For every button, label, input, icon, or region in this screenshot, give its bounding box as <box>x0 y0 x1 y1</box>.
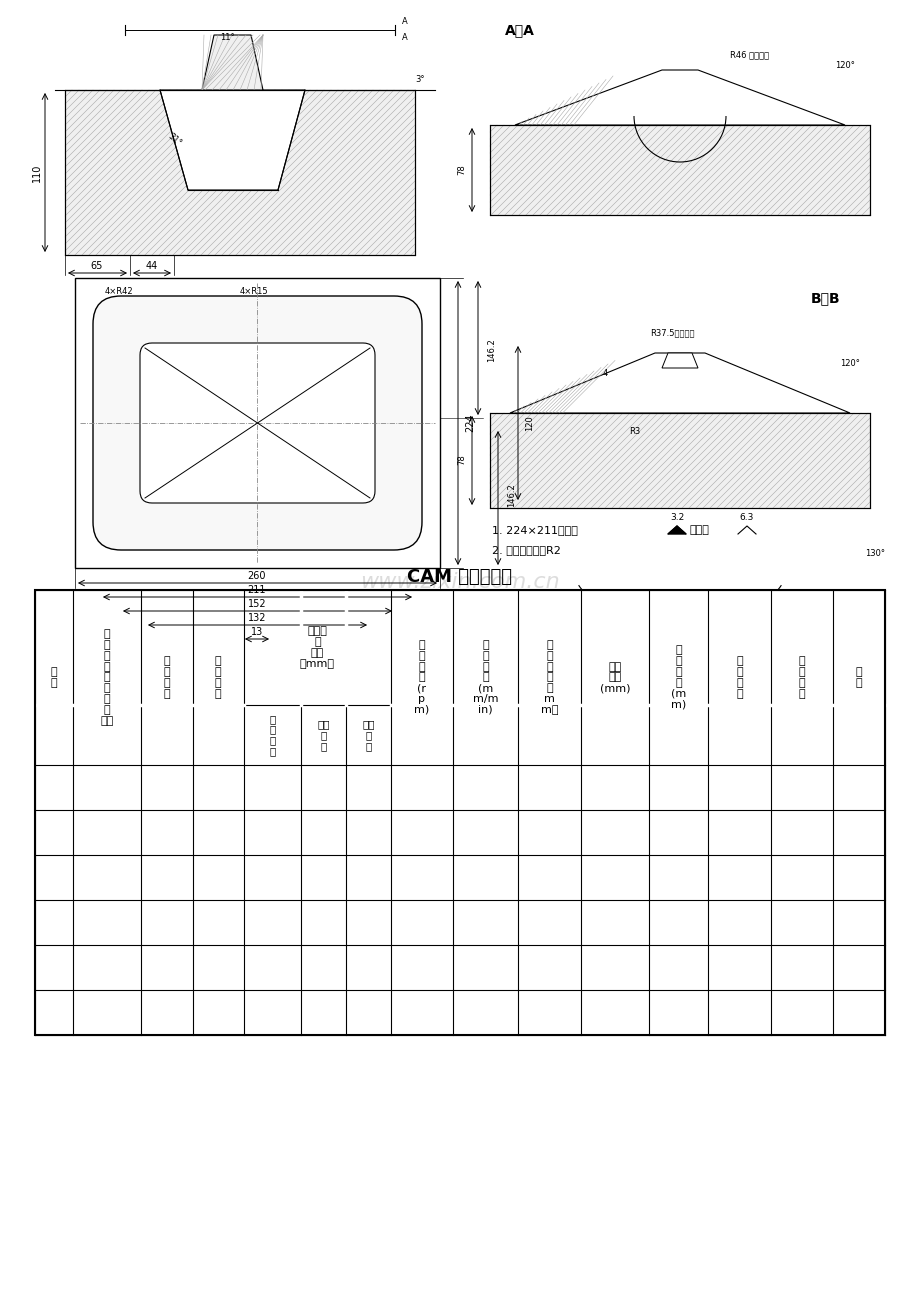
Text: 120°: 120° <box>834 60 854 69</box>
Polygon shape <box>160 90 305 190</box>
Polygon shape <box>202 35 263 90</box>
Polygon shape <box>662 353 698 368</box>
Bar <box>490 125 869 215</box>
Bar <box>65 90 414 255</box>
Text: 切
削
深
度
（
m
m）: 切 削 深 度 （ m m） <box>540 641 558 715</box>
Text: R46 橬圆轮廓: R46 橬圆轮廓 <box>729 51 768 60</box>
Text: 刀
具
直
径: 刀 具 直 径 <box>269 713 276 756</box>
Bar <box>35 590 884 1035</box>
Text: 补
偿
方
式: 补 偿 方 式 <box>798 656 805 699</box>
Text: 3°: 3° <box>414 76 425 85</box>
Text: 加
工
余
量
(m
m): 加 工 余 量 (m m) <box>670 646 686 710</box>
Text: 序
号: 序 号 <box>51 667 57 687</box>
Text: 刀
具
材
料: 刀 具 材 料 <box>215 656 221 699</box>
Text: 146.2: 146.2 <box>487 339 496 362</box>
Text: 刀
具
类
型: 刀 具 类 型 <box>164 656 170 699</box>
Polygon shape <box>515 70 844 125</box>
Text: 刀具主
要
参数
（mm）: 刀具主 要 参数 （mm） <box>300 626 335 669</box>
Text: 65: 65 <box>91 260 103 271</box>
Text: 132: 132 <box>247 613 266 622</box>
Bar <box>490 413 869 508</box>
Text: 加
工
方
式
（
轨
迹
名
称）: 加 工 方 式 （ 轨 迹 名 称） <box>100 629 113 725</box>
Text: 260: 260 <box>247 572 266 581</box>
Text: www.zixin.com.cn: www.zixin.com.cn <box>359 572 560 592</box>
Text: R3: R3 <box>629 427 640 435</box>
Text: 146.2: 146.2 <box>507 483 516 506</box>
Text: 211: 211 <box>247 585 266 595</box>
Text: 进
给
速
度
(m
m/m
in): 进 给 速 度 (m m/m in) <box>472 641 498 715</box>
Text: 3.2: 3.2 <box>669 513 684 522</box>
Text: 78: 78 <box>457 454 466 465</box>
Text: 13: 13 <box>251 628 263 637</box>
Bar <box>75 279 439 568</box>
Text: 120: 120 <box>525 415 534 431</box>
Text: 刀
次: 刀 次 <box>855 667 862 687</box>
Text: A: A <box>402 17 407 26</box>
Text: 2. 未注过渡圆角R2: 2. 未注过渡圆角R2 <box>492 546 561 555</box>
Text: 6.3: 6.3 <box>739 513 754 522</box>
Text: 44: 44 <box>146 260 158 271</box>
Text: 4×R15: 4×R15 <box>240 288 268 297</box>
Text: 刀角
半
径: 刀角 半 径 <box>317 719 329 751</box>
Text: A－A: A－A <box>505 23 534 36</box>
Text: 1. 224×211区域内: 1. 224×211区域内 <box>492 525 577 535</box>
Bar <box>35 590 884 1035</box>
Text: 4: 4 <box>602 368 607 378</box>
Text: 31°: 31° <box>166 132 184 148</box>
Text: 11°: 11° <box>220 34 234 43</box>
Text: 主
轴
转
速
(r
p
m): 主 轴 转 速 (r p m) <box>414 641 429 715</box>
Text: 224: 224 <box>464 414 474 432</box>
Text: 152: 152 <box>247 599 266 609</box>
Text: 走
刀
方
式: 走 刀 方 式 <box>735 656 743 699</box>
FancyBboxPatch shape <box>93 296 422 549</box>
FancyBboxPatch shape <box>140 342 375 503</box>
Text: CAM 加工参数表: CAM 加工参数表 <box>407 568 512 586</box>
Text: 130°: 130° <box>864 548 884 557</box>
Polygon shape <box>667 526 686 534</box>
Text: B－B: B－B <box>810 292 839 305</box>
Text: 120°: 120° <box>839 358 859 367</box>
Polygon shape <box>509 353 849 413</box>
Text: 安全
高度
(mm): 安全 高度 (mm) <box>599 661 630 693</box>
Text: 刀刃
长
度: 刀刃 长 度 <box>362 719 374 751</box>
Text: 78: 78 <box>457 164 466 176</box>
Text: A: A <box>402 34 407 43</box>
Text: ，其他: ，其他 <box>689 525 709 535</box>
Text: R37.5橬圆轮廓: R37.5橬圆轮廓 <box>650 328 694 337</box>
Text: 110: 110 <box>32 163 42 182</box>
Text: 4×R42: 4×R42 <box>105 288 133 297</box>
